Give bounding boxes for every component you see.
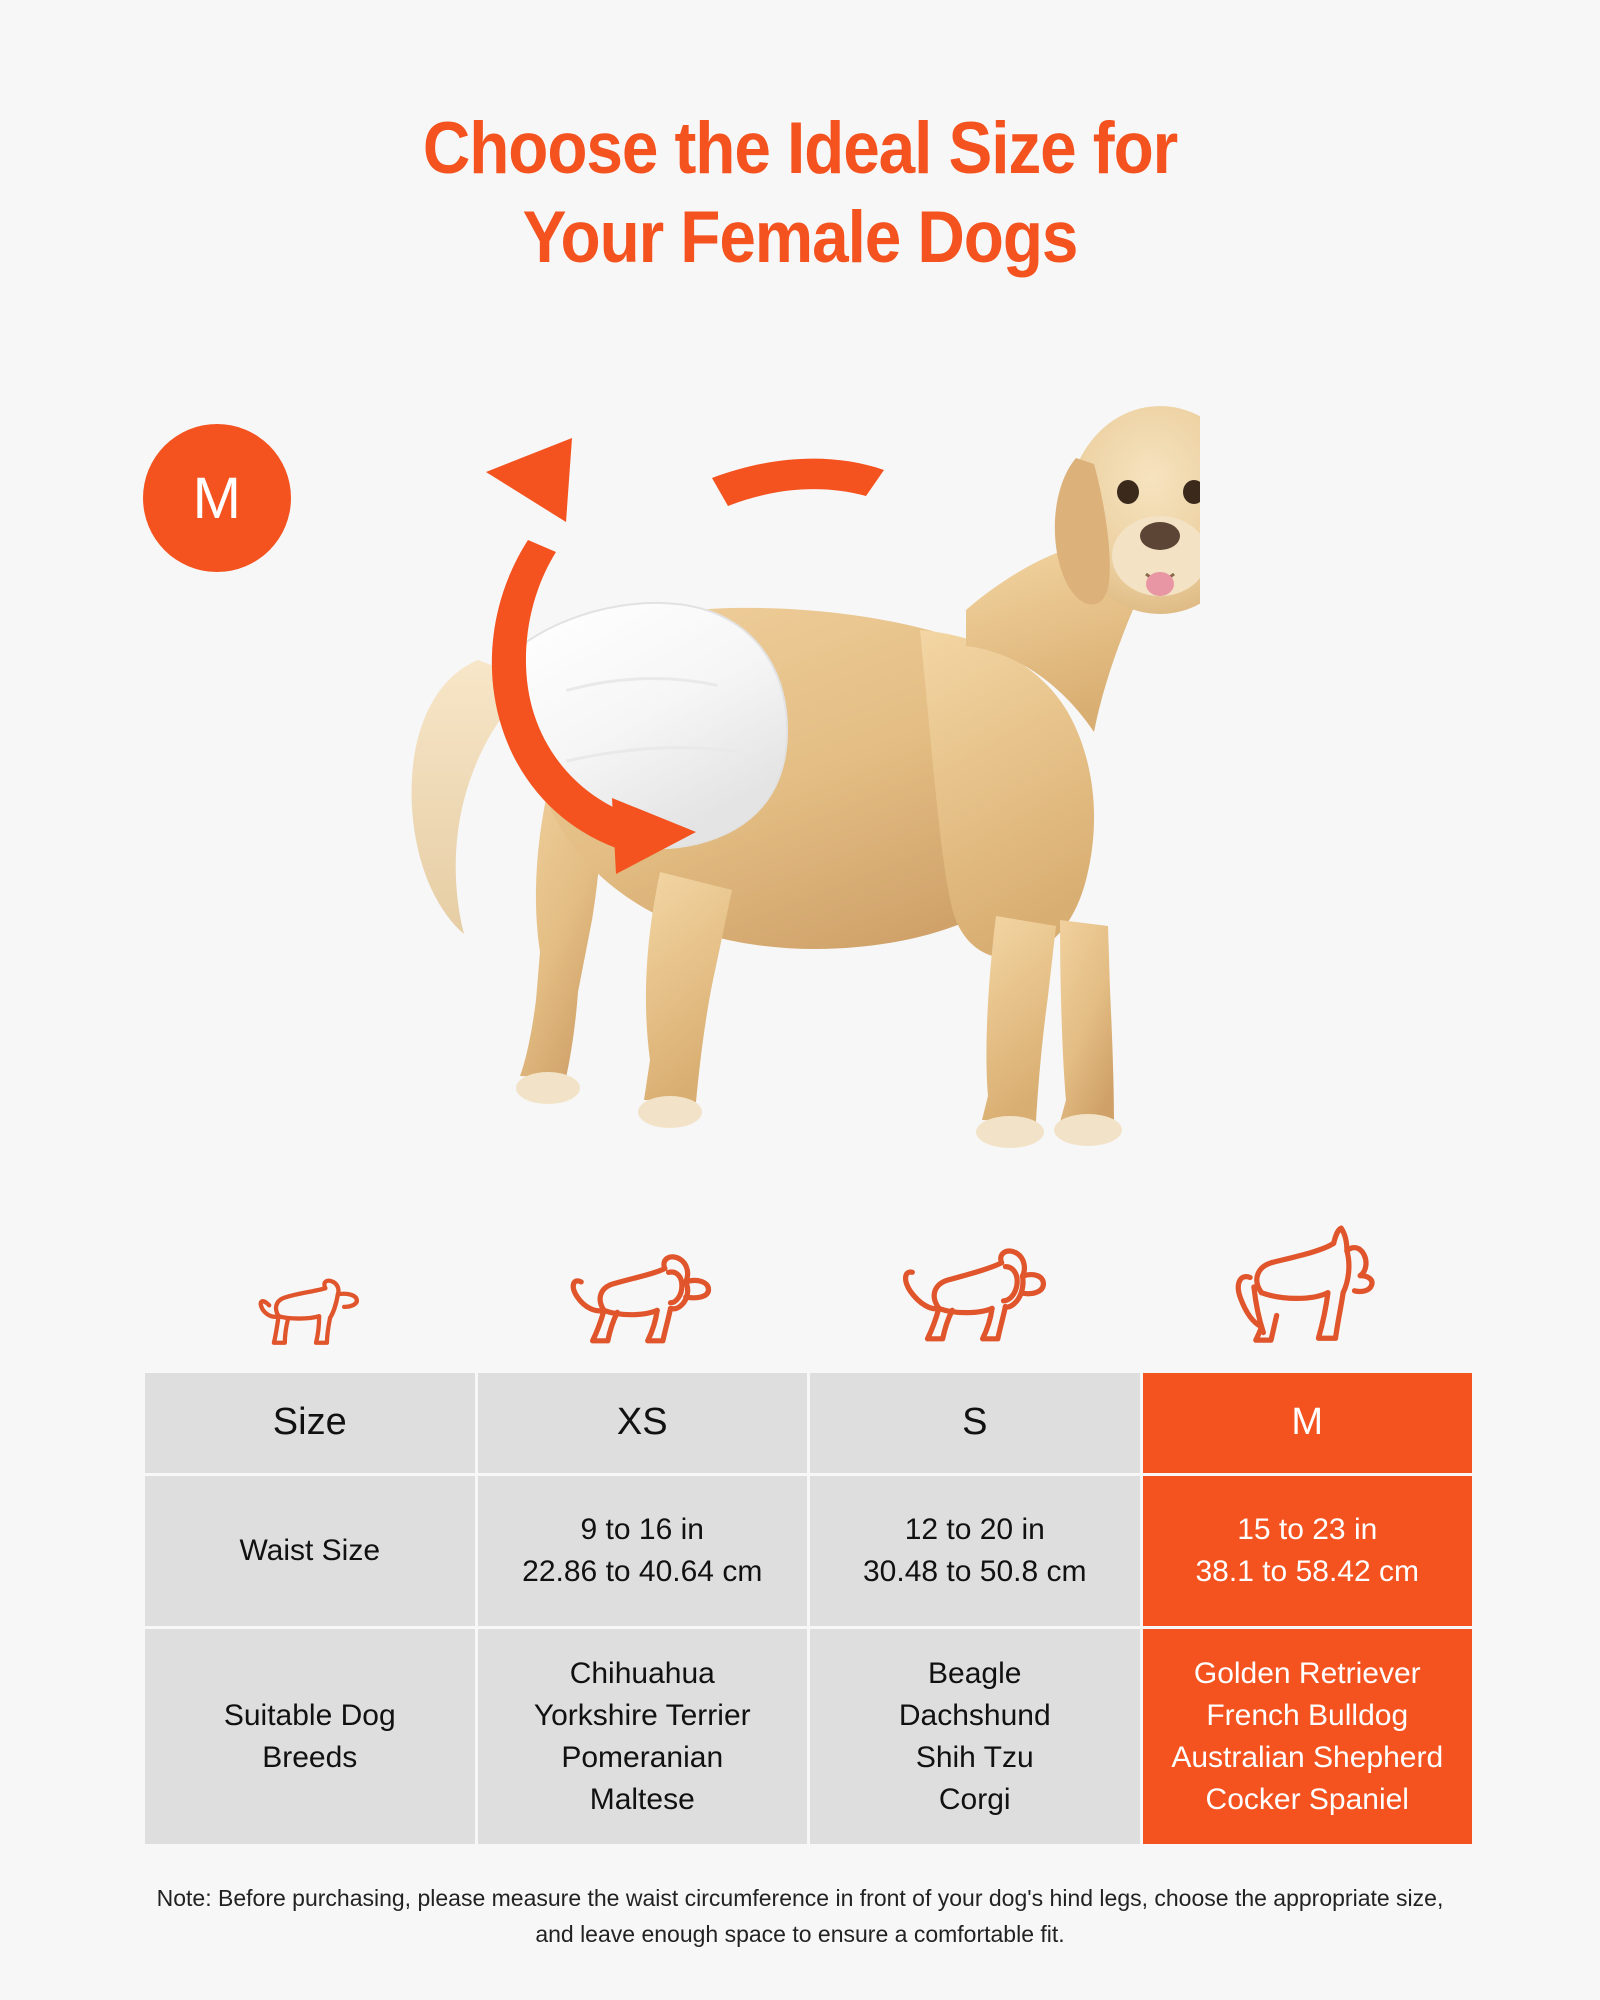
dog-silhouette-icon-row — [142, 1195, 1475, 1355]
dog-nose — [1140, 522, 1180, 550]
dog-chest — [920, 630, 1095, 959]
hero-dog-photo — [360, 360, 1200, 1160]
table-header-size: Size — [145, 1373, 475, 1473]
dog-tongue — [1146, 572, 1174, 596]
breeds-s: Beagle Dachshund Shih Tzu Corgi — [810, 1629, 1140, 1844]
row-label-waist-size: Waist Size — [145, 1476, 475, 1626]
table-header-xs: XS — [477, 1373, 807, 1473]
row-label-suitable-breeds: Suitable Dog Breeds — [145, 1629, 475, 1844]
dog-silhouette-medium-icon — [809, 1195, 1142, 1355]
dog-hind-leg-near — [644, 872, 732, 1102]
purchase-note: Note: Before purchasing, please measure … — [156, 1885, 1444, 1948]
page-title: Choose the Ideal Size for Your Female Do… — [422, 108, 1178, 279]
size-badge-m: M — [143, 424, 291, 572]
dog-tail — [411, 660, 536, 934]
table-header-s: S — [810, 1373, 1140, 1473]
dog-ear-left — [1054, 458, 1110, 605]
waist-size-xs: 9 to 16 in 22.86 to 40.64 cm — [477, 1476, 807, 1626]
dog-paw-1 — [638, 1096, 702, 1128]
table-row-suitable-breeds: Suitable Dog Breeds Chihuahua Yorkshire … — [145, 1629, 1472, 1844]
dog-front-leg-far — [1060, 920, 1114, 1122]
waist-circumference-arrow — [486, 438, 884, 874]
waist-size-m: 15 to 23 in 38.1 to 58.42 cm — [1142, 1476, 1472, 1626]
dog-paw-4 — [516, 1072, 580, 1104]
dog-eye-right — [1183, 480, 1200, 504]
dog-eye-left — [1117, 480, 1139, 504]
table-row-waist-size: Waist Size 9 to 16 in 22.86 to 40.64 cm … — [145, 1476, 1472, 1626]
table-header-row: Size XS S M — [145, 1373, 1472, 1473]
dog-front-leg-near — [982, 916, 1056, 1122]
table-header-m: M — [1142, 1373, 1472, 1473]
breeds-m: Golden Retriever French Bulldog Australi… — [1142, 1629, 1472, 1844]
diaper-crease-1 — [566, 677, 718, 692]
dog-silhouette-xsmall-icon — [142, 1195, 475, 1355]
waist-size-s: 12 to 20 in 30.48 to 50.8 cm — [810, 1476, 1140, 1626]
diaper-crease-2 — [565, 746, 737, 763]
dog-silhouette-small-icon — [475, 1195, 808, 1355]
dog-paw-2 — [976, 1116, 1044, 1148]
size-badge-label: M — [192, 465, 242, 531]
breeds-xs: Chihuahua Yorkshire Terrier Pomeranian M… — [477, 1629, 807, 1844]
dog-silhouette-large-icon — [1142, 1195, 1475, 1355]
size-chart-table: Size XS S M Waist Size 9 to 16 in 22.86 … — [142, 1370, 1475, 1847]
dog-paw-3 — [1054, 1114, 1122, 1146]
